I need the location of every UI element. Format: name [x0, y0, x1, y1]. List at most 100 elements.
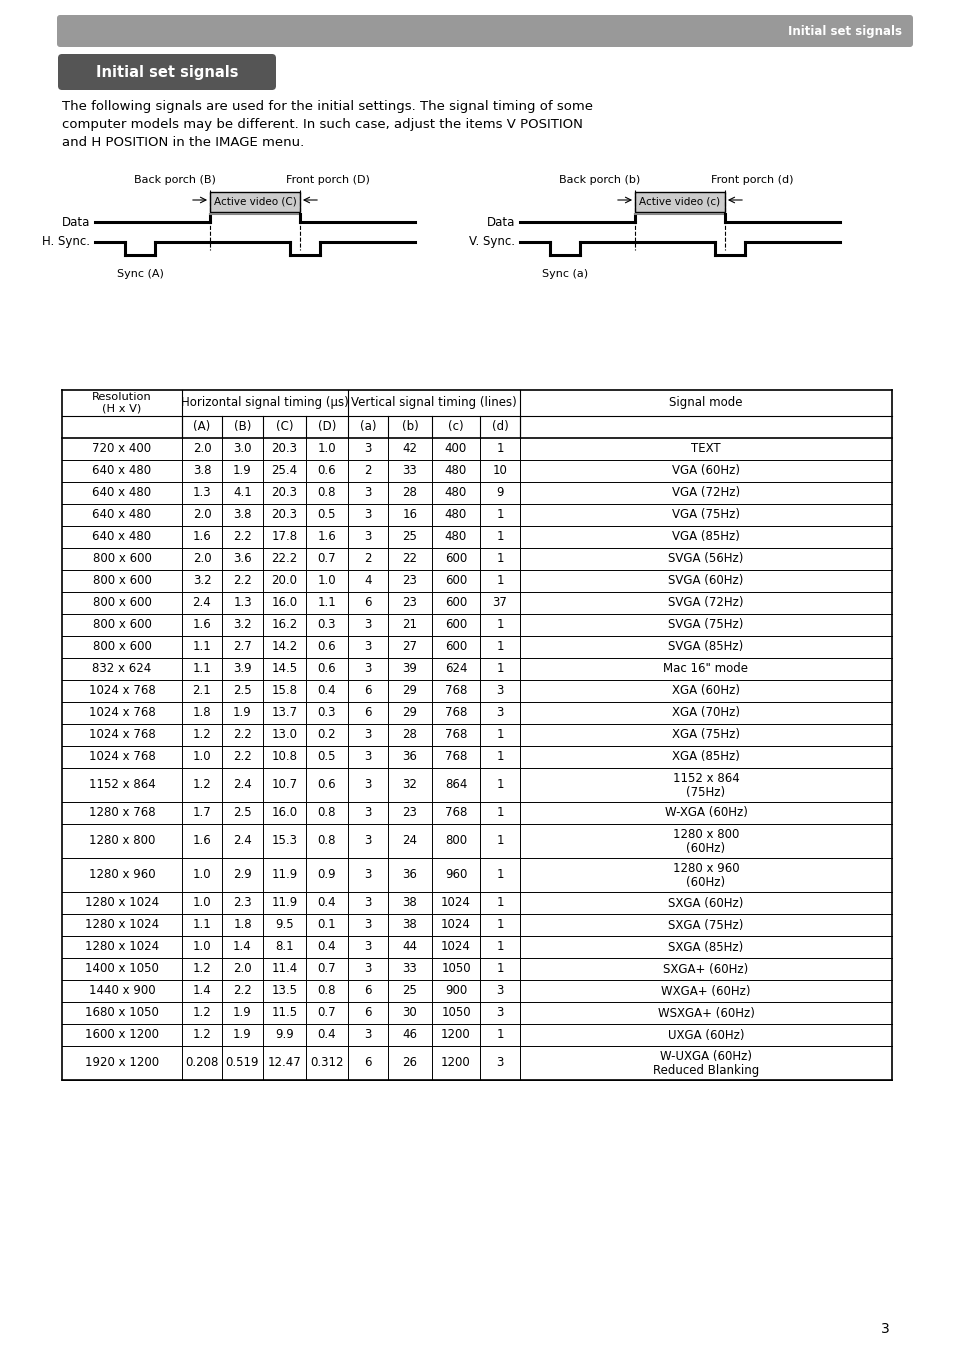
- Text: V. Sync.: V. Sync.: [469, 236, 515, 249]
- Text: 0.5: 0.5: [317, 750, 335, 764]
- Text: 1: 1: [496, 779, 503, 792]
- Text: 1: 1: [496, 531, 503, 543]
- Text: 1.4: 1.4: [233, 941, 252, 953]
- Text: 9.5: 9.5: [274, 918, 294, 932]
- Text: 1.1: 1.1: [193, 918, 212, 932]
- Text: 38: 38: [402, 896, 416, 910]
- Text: 36: 36: [402, 868, 417, 881]
- Text: 720 x 400: 720 x 400: [92, 443, 152, 455]
- Text: 25: 25: [402, 531, 417, 543]
- Text: 3.6: 3.6: [233, 552, 252, 566]
- Text: 3: 3: [496, 984, 503, 998]
- Text: (60Hz): (60Hz): [686, 842, 725, 854]
- Text: Initial set signals: Initial set signals: [787, 24, 901, 38]
- Text: 33: 33: [402, 464, 416, 478]
- Text: Mac 16" mode: Mac 16" mode: [662, 662, 748, 676]
- Text: 2.5: 2.5: [233, 685, 252, 697]
- Text: 1280 x 960: 1280 x 960: [89, 868, 155, 881]
- Text: 640 x 480: 640 x 480: [92, 486, 152, 500]
- Text: 2.7: 2.7: [233, 640, 252, 654]
- Text: 3: 3: [364, 868, 372, 881]
- Text: Data: Data: [62, 215, 90, 229]
- Text: 1.0: 1.0: [193, 750, 212, 764]
- Text: 3: 3: [364, 941, 372, 953]
- Text: 10.8: 10.8: [272, 750, 297, 764]
- Text: 960: 960: [444, 868, 467, 881]
- Text: Front porch (d): Front porch (d): [711, 175, 793, 185]
- Text: 16.0: 16.0: [272, 807, 297, 819]
- Text: 1200: 1200: [440, 1056, 471, 1070]
- Text: 3.2: 3.2: [233, 619, 252, 631]
- Text: 1.0: 1.0: [193, 941, 212, 953]
- Text: 800: 800: [444, 834, 467, 848]
- Text: SXGA (85Hz): SXGA (85Hz): [668, 941, 742, 953]
- Text: 1.1: 1.1: [193, 662, 212, 676]
- Text: 22.2: 22.2: [271, 552, 297, 566]
- Text: 3: 3: [364, 662, 372, 676]
- Text: 23: 23: [402, 597, 417, 609]
- Text: 2.4: 2.4: [193, 597, 212, 609]
- Text: 6: 6: [364, 984, 372, 998]
- Text: 1: 1: [496, 750, 503, 764]
- Text: 14.2: 14.2: [271, 640, 297, 654]
- Text: (A): (A): [193, 421, 211, 433]
- Text: SVGA (75Hz): SVGA (75Hz): [668, 619, 743, 631]
- Text: 46: 46: [402, 1029, 417, 1041]
- Text: 3: 3: [364, 486, 372, 500]
- FancyBboxPatch shape: [57, 15, 912, 47]
- Text: 1024: 1024: [440, 941, 471, 953]
- Text: 3.8: 3.8: [233, 509, 252, 521]
- Text: 6: 6: [364, 1056, 372, 1070]
- Text: 0.6: 0.6: [317, 779, 336, 792]
- Text: XGA (60Hz): XGA (60Hz): [671, 685, 740, 697]
- Text: 2.1: 2.1: [193, 685, 212, 697]
- Text: 3: 3: [496, 685, 503, 697]
- Text: 1: 1: [496, 1029, 503, 1041]
- Text: 15.3: 15.3: [272, 834, 297, 848]
- Text: 0.519: 0.519: [226, 1056, 259, 1070]
- Text: (D): (D): [317, 421, 335, 433]
- Text: 0.208: 0.208: [185, 1056, 218, 1070]
- Text: 1.9: 1.9: [233, 1029, 252, 1041]
- Text: VGA (72Hz): VGA (72Hz): [671, 486, 740, 500]
- Text: 29: 29: [402, 707, 417, 719]
- Text: 400: 400: [444, 443, 467, 455]
- Text: 1152 x 864: 1152 x 864: [89, 779, 155, 792]
- Text: 1050: 1050: [440, 963, 471, 975]
- Text: W-XGA (60Hz): W-XGA (60Hz): [664, 807, 746, 819]
- Text: 3: 3: [881, 1322, 889, 1336]
- Text: 800 x 600: 800 x 600: [92, 574, 152, 588]
- Text: 2.9: 2.9: [233, 868, 252, 881]
- Text: 1.7: 1.7: [193, 807, 212, 819]
- Text: 2.2: 2.2: [233, 574, 252, 588]
- Text: 1.2: 1.2: [193, 1006, 212, 1020]
- Text: 1.1: 1.1: [317, 597, 336, 609]
- Text: 15.8: 15.8: [272, 685, 297, 697]
- Text: (b): (b): [401, 421, 418, 433]
- Text: 1.4: 1.4: [193, 984, 212, 998]
- Text: 0.8: 0.8: [317, 984, 335, 998]
- Text: 0.6: 0.6: [317, 662, 336, 676]
- Text: 16.2: 16.2: [271, 619, 297, 631]
- Text: 1: 1: [496, 941, 503, 953]
- Text: 1.9: 1.9: [233, 707, 252, 719]
- Text: 624: 624: [444, 662, 467, 676]
- Text: 20.3: 20.3: [272, 443, 297, 455]
- Text: 9: 9: [496, 486, 503, 500]
- Text: 2.4: 2.4: [233, 834, 252, 848]
- Text: 0.6: 0.6: [317, 640, 336, 654]
- Text: 1: 1: [496, 918, 503, 932]
- Text: 3: 3: [364, 1029, 372, 1041]
- Text: 23: 23: [402, 574, 417, 588]
- Text: 14.5: 14.5: [272, 662, 297, 676]
- Text: WXGA+ (60Hz): WXGA+ (60Hz): [660, 984, 750, 998]
- Text: 2.0: 2.0: [193, 509, 212, 521]
- Text: 768: 768: [444, 685, 467, 697]
- Text: 1: 1: [496, 662, 503, 676]
- Text: SVGA (72Hz): SVGA (72Hz): [667, 597, 743, 609]
- Text: 1280 x 800: 1280 x 800: [672, 827, 739, 841]
- Text: 0.312: 0.312: [310, 1056, 343, 1070]
- Text: 1024 x 768: 1024 x 768: [89, 728, 155, 742]
- Bar: [635, 192, 724, 213]
- Text: 20.3: 20.3: [272, 486, 297, 500]
